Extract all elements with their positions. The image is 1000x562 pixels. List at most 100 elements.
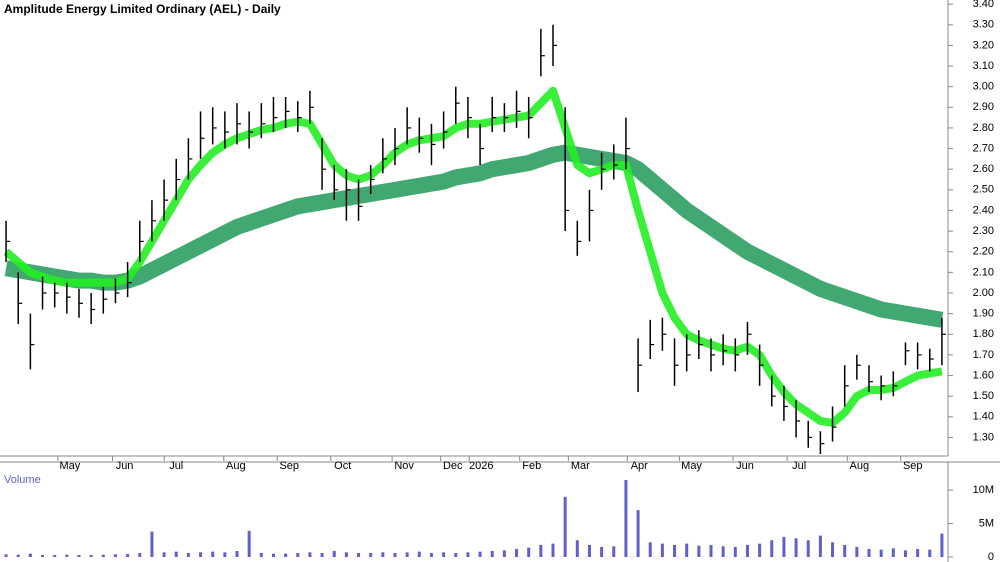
volume-bar bbox=[405, 552, 409, 557]
y-tick-label: 2.70 bbox=[973, 142, 994, 154]
volume-bar bbox=[502, 550, 506, 557]
volume-bar bbox=[843, 544, 847, 557]
x-tick-label: Nov bbox=[394, 460, 414, 472]
x-tick-label: Jul bbox=[169, 460, 183, 472]
volume-bar bbox=[527, 547, 531, 557]
y-tick-label: 2.30 bbox=[973, 225, 994, 237]
x-tick-label: Apr bbox=[631, 460, 648, 472]
y-tick-label: 5M bbox=[979, 517, 994, 529]
x-tick-label: May bbox=[681, 460, 702, 472]
y-tick-label: 10M bbox=[973, 484, 994, 496]
volume-bar bbox=[770, 540, 774, 557]
volume-bar bbox=[41, 554, 45, 557]
volume-bar bbox=[16, 554, 20, 557]
volume-bar bbox=[782, 536, 786, 557]
y-tick-label: 1.30 bbox=[973, 431, 994, 443]
volume-bar bbox=[855, 546, 859, 557]
volume-bar bbox=[429, 552, 433, 557]
x-tick-label: Jul bbox=[792, 460, 806, 472]
volume-bar bbox=[648, 542, 652, 557]
volume-bar bbox=[199, 552, 203, 557]
x-tick-label: 2026 bbox=[469, 460, 493, 472]
volume-bar bbox=[150, 531, 154, 557]
y-tick-label: 1.80 bbox=[973, 328, 994, 340]
volume-bar bbox=[636, 510, 640, 557]
y-tick-label: 1.60 bbox=[973, 369, 994, 381]
volume-bar bbox=[660, 543, 664, 557]
volume-bar bbox=[600, 546, 604, 557]
volume-bar bbox=[831, 542, 835, 557]
y-tick-label: 2.50 bbox=[973, 184, 994, 196]
volume-bar bbox=[673, 544, 677, 557]
y-tick-label: 3.20 bbox=[973, 39, 994, 51]
x-tick-label: Feb bbox=[522, 460, 541, 472]
y-tick-label: 2.40 bbox=[973, 204, 994, 216]
volume-bar bbox=[867, 548, 871, 557]
y-tick-label: 2.10 bbox=[973, 266, 994, 278]
x-tick-label: Jun bbox=[116, 460, 134, 472]
volume-bar bbox=[879, 549, 883, 557]
x-tick-label: Aug bbox=[226, 460, 246, 472]
volume-bar bbox=[612, 546, 616, 557]
volume-bar bbox=[928, 549, 932, 557]
volume-bar bbox=[308, 552, 312, 557]
volume-bar bbox=[162, 552, 166, 557]
volume-bar bbox=[903, 550, 907, 557]
volume-bar bbox=[332, 550, 336, 557]
volume-bar bbox=[515, 548, 519, 557]
y-tick-label: 3.00 bbox=[973, 81, 994, 93]
volume-bar bbox=[563, 496, 567, 557]
volume-bar bbox=[940, 533, 944, 557]
volume-bar bbox=[442, 552, 446, 557]
volume-bar bbox=[381, 552, 385, 557]
volume-bar bbox=[551, 543, 555, 557]
volume-bar bbox=[490, 550, 494, 557]
volume-bar bbox=[466, 552, 470, 557]
x-tick-label: Mar bbox=[571, 460, 590, 472]
volume-bar bbox=[259, 552, 263, 557]
volume-bar bbox=[113, 554, 117, 557]
y-tick-label: 0 bbox=[988, 551, 994, 562]
volume-bar bbox=[916, 548, 920, 557]
volume-bar bbox=[320, 552, 324, 557]
y-tick-label: 2.00 bbox=[973, 287, 994, 299]
volume-bar bbox=[247, 530, 251, 557]
volume-bar bbox=[891, 548, 895, 557]
volume-bar bbox=[28, 553, 32, 557]
volume-bar bbox=[818, 535, 822, 557]
volume-bar bbox=[126, 553, 130, 557]
volume-bar bbox=[685, 543, 689, 557]
volume-bar bbox=[211, 551, 215, 557]
volume-bar bbox=[539, 544, 543, 557]
volume-bar bbox=[77, 554, 81, 557]
volume-bar bbox=[271, 553, 275, 557]
volume-bar bbox=[709, 544, 713, 557]
volume-bar bbox=[478, 551, 482, 557]
volume-bar bbox=[101, 554, 105, 557]
volume-bar bbox=[53, 554, 57, 557]
x-tick-label: May bbox=[59, 460, 80, 472]
volume-title: Volume bbox=[4, 474, 41, 486]
x-tick-label: Dec bbox=[443, 460, 463, 472]
moving-average-band bbox=[4, 144, 944, 328]
volume-bar bbox=[284, 553, 288, 557]
y-tick-label: 2.20 bbox=[973, 246, 994, 258]
y-tick-label: 3.30 bbox=[973, 19, 994, 31]
volume-bar bbox=[344, 552, 348, 557]
chart-title: Amplitude Energy Limited Ordinary (AEL) … bbox=[4, 2, 281, 16]
y-tick-label: 1.40 bbox=[973, 411, 994, 423]
y-tick-label: 2.90 bbox=[973, 101, 994, 113]
volume-bar bbox=[393, 552, 397, 557]
y-tick-label: 1.90 bbox=[973, 308, 994, 320]
volume-bar bbox=[758, 543, 762, 557]
volume-bar bbox=[624, 480, 628, 557]
volume-bar bbox=[235, 550, 239, 557]
volume-bar bbox=[697, 545, 701, 557]
y-tick-label: 1.70 bbox=[973, 349, 994, 361]
volume-bar bbox=[369, 552, 373, 557]
x-tick-label: Aug bbox=[849, 460, 869, 472]
y-tick-label: 3.10 bbox=[973, 60, 994, 72]
volume-bar bbox=[806, 540, 810, 557]
x-tick-label: Oct bbox=[334, 460, 351, 472]
volume-bar bbox=[174, 551, 178, 557]
